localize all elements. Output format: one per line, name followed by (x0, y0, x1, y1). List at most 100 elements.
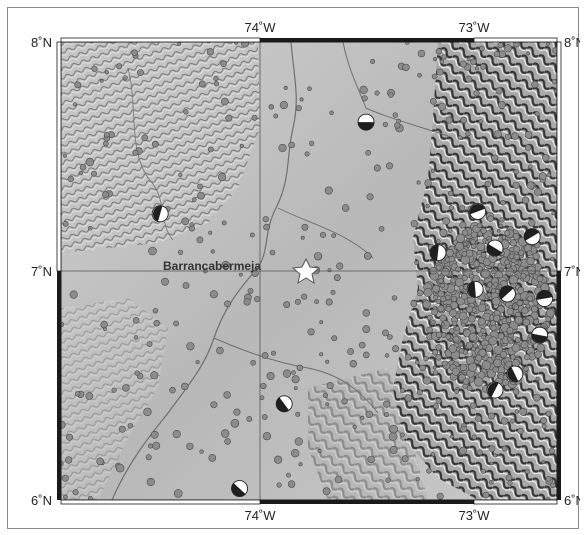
seismic-event-marker (527, 295, 534, 302)
seismic-event-marker (79, 164, 87, 171)
seismic-event-marker (445, 257, 451, 263)
seismic-event-marker (513, 42, 521, 48)
seismic-event-marker (382, 329, 389, 337)
seismic-event-marker (432, 365, 437, 370)
seismic-event-marker (145, 454, 152, 461)
seismic-event-marker (500, 417, 509, 425)
seismic-event-marker (210, 249, 215, 254)
seismic-event-marker (522, 318, 531, 326)
seismic-event-marker (251, 269, 259, 277)
seismic-event-marker (74, 81, 82, 89)
seismic-event-marker (208, 454, 217, 462)
seismic-event-marker (137, 69, 144, 76)
seismic-event-marker (431, 452, 436, 457)
seismic-event-marker (387, 334, 393, 340)
seismic-event-marker (499, 217, 505, 223)
seismic-event-marker (72, 489, 79, 496)
seismic-event-marker (415, 477, 420, 482)
seismic-event-marker (361, 95, 368, 102)
seismic-event-marker (410, 220, 418, 228)
seismic-event-marker (460, 425, 467, 433)
seismic-event-marker (291, 449, 300, 458)
seismic-event-marker (541, 423, 547, 429)
seismic-event-marker (534, 270, 541, 276)
seismic-event-marker (416, 180, 421, 185)
focal-mechanism-beachball-icon (506, 365, 524, 383)
seismic-event-marker (468, 332, 478, 342)
seismic-event-marker (295, 105, 302, 112)
seismic-event-marker (524, 131, 533, 139)
seismic-event-marker (230, 418, 240, 428)
seismic-event-marker (468, 314, 476, 323)
river-central-tributary (277, 207, 374, 259)
seismic-event-marker (152, 441, 161, 450)
seismic-event-marker (438, 278, 444, 284)
seismic-event-marker (491, 268, 497, 275)
focal-mechanism-beachball-icon (357, 113, 375, 131)
seismic-event-marker (488, 445, 496, 453)
seismic-event-marker (463, 329, 472, 338)
seismic-event-marker (196, 236, 204, 244)
seismic-event-marker (505, 267, 515, 277)
seismic-event-marker (533, 318, 540, 325)
seismic-event-marker (419, 364, 427, 372)
seismic-event-marker (118, 425, 126, 433)
seismic-event-marker (545, 316, 551, 322)
seismic-event-marker (458, 342, 464, 347)
seismic-event-marker (462, 378, 470, 385)
seismic-event-marker (480, 468, 486, 474)
seismic-event-marker (512, 181, 520, 189)
seismic-event-marker (74, 391, 81, 397)
seismic-event-marker (451, 367, 460, 376)
seismic-event-marker (404, 394, 413, 402)
seismic-event-marker (363, 252, 372, 260)
seismic-event-marker (304, 151, 310, 157)
seismic-event-marker (466, 305, 474, 313)
seismic-event-marker (455, 233, 466, 243)
seismic-event-marker (526, 181, 535, 190)
frame-top-seg-2 (260, 38, 474, 42)
seismic-event-marker (439, 228, 448, 237)
seismic-event-marker (208, 230, 213, 235)
seismic-event-marker (99, 79, 104, 83)
seismic-event-marker (224, 300, 231, 308)
seismic-event-marker (448, 309, 457, 318)
seismic-event-marker (551, 79, 557, 85)
seismic-event-marker (423, 356, 429, 362)
seismic-event-marker (449, 328, 455, 334)
seismic-event-marker (342, 204, 350, 212)
seismic-event-marker (525, 303, 531, 309)
seismic-event-marker (336, 262, 344, 270)
seismic-event-marker (378, 226, 385, 232)
seismic-event-marker (519, 407, 527, 416)
seismic-event-marker (261, 352, 269, 359)
seismic-event-marker (514, 316, 523, 325)
seismic-event-marker (293, 386, 298, 391)
seismic-event-marker (470, 311, 475, 316)
seismic-event-marker (341, 398, 348, 405)
seismic-event-marker (512, 232, 520, 240)
seismic-event-marker (362, 325, 371, 334)
seismic-event-marker (548, 447, 555, 454)
seismic-event-marker (477, 317, 486, 326)
focal-mechanism-beachball-icon (466, 280, 484, 298)
seismic-event-marker (435, 264, 442, 271)
seismic-event-marker (496, 229, 501, 233)
seismic-event-marker (224, 438, 231, 445)
seismic-event-marker (325, 359, 330, 364)
seismic-event-marker (550, 482, 556, 488)
seismic-event-marker (262, 216, 269, 223)
seismic-event-marker (146, 477, 155, 487)
seismic-event-marker (480, 252, 487, 258)
seismic-event-marker (449, 337, 454, 342)
seismic-event-marker (470, 58, 477, 65)
seismic-event-marker (473, 377, 484, 387)
seismic-event-marker (465, 238, 470, 242)
seismic-event-marker (127, 423, 134, 429)
seismic-event-marker (333, 274, 341, 282)
seismic-event-marker (330, 289, 336, 295)
seismic-event-marker (317, 448, 322, 453)
seismic-event-marker (143, 407, 152, 417)
seismic-event-marker (437, 305, 445, 313)
seismic-event-marker (276, 482, 282, 488)
